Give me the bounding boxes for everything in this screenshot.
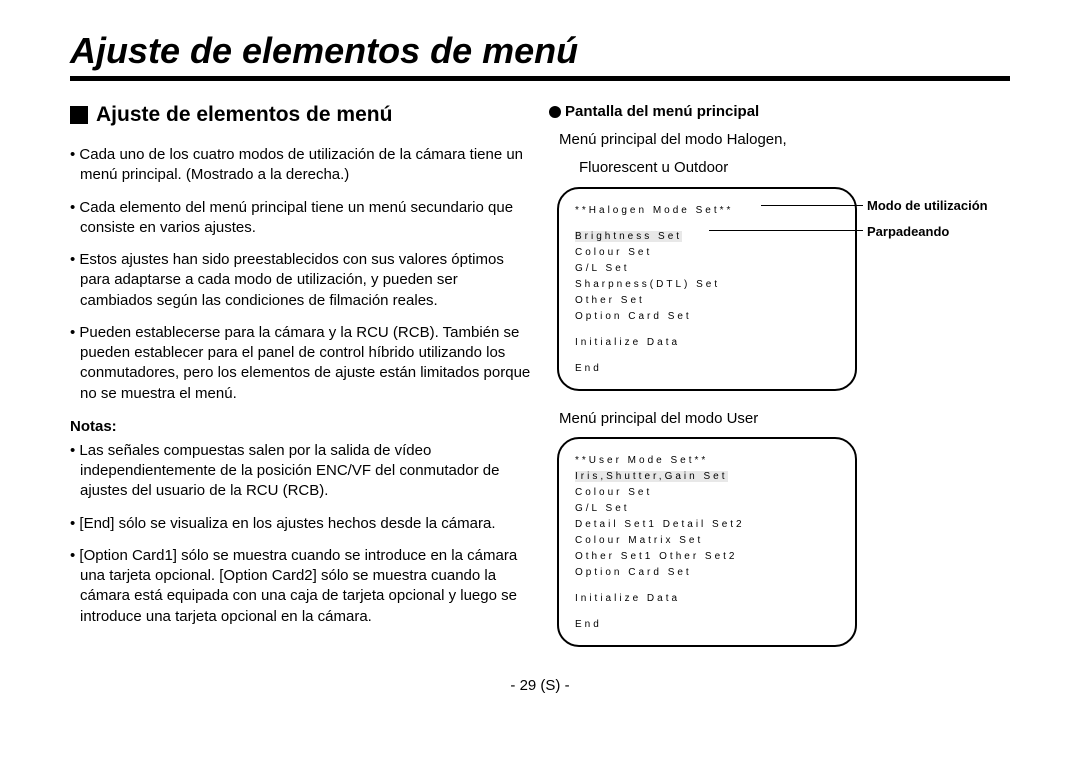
screen-init: Initialize Data <box>575 335 839 351</box>
left-column: Ajuste de elementos de menú • Cada uno d… <box>70 103 531 665</box>
side-label-blink: Parpadeando <box>867 223 988 241</box>
left-heading-text: Ajuste de elementos de menú <box>96 103 392 127</box>
screen-init: Initialize Data <box>575 591 839 607</box>
screen-line: G/L Set <box>575 261 839 277</box>
screen-line: Other Set1 Other Set2 <box>575 549 839 565</box>
right-column: Pantalla del menú principal Menú princip… <box>549 103 1010 665</box>
page-footer: - 29 (S) - <box>70 677 1010 694</box>
screen-highlight: Iris,Shutter,Gain Set <box>575 469 839 485</box>
notes-bullets: • Las señales compuestas salen por la sa… <box>70 441 531 627</box>
right-heading: Pantalla del menú principal <box>549 103 1010 120</box>
screen-line: Option Card Set <box>575 565 839 581</box>
screen-line: Detail Set1 Detail Set2 <box>575 517 839 533</box>
desc1-line1: Menú principal del modo Halogen, <box>559 130 1010 150</box>
desc1-line2: Fluorescent u Outdoor <box>579 158 1010 178</box>
leader-line-icon <box>709 230 863 231</box>
side-labels: Modo de utilización Parpadeando <box>867 197 988 241</box>
screen-highlight: Brightness Set <box>575 229 839 245</box>
bullet-item: • Estos ajustes han sido preestablecidos… <box>70 250 531 311</box>
screen2-wrap: **User Mode Set** Iris,Shutter,Gain Set … <box>557 437 1010 647</box>
screen-line: Sharpness(DTL) Set <box>575 277 839 293</box>
screen1-wrap: Modo de utilización Parpadeando **Haloge… <box>557 187 1010 391</box>
screen-line: Option Card Set <box>575 309 839 325</box>
screen-line: Colour Set <box>575 245 839 261</box>
left-heading: Ajuste de elementos de menú <box>70 103 531 127</box>
screen-halogen: **Halogen Mode Set** Brightness Set Colo… <box>557 187 857 391</box>
side-label-mode: Modo de utilización <box>867 197 988 215</box>
main-bullets: • Cada uno de los cuatro modos de utiliz… <box>70 145 531 404</box>
square-bullet-icon <box>70 106 88 124</box>
leader-line-icon <box>761 205 863 206</box>
note-item: • [Option Card1] sólo se muestra cuando … <box>70 546 531 627</box>
screen-line: Other Set <box>575 293 839 309</box>
dot-bullet-icon <box>549 106 561 118</box>
screen-title: **User Mode Set** <box>575 453 839 469</box>
note-item: • Las señales compuestas salen por la sa… <box>70 441 531 502</box>
screen-line: Colour Matrix Set <box>575 533 839 549</box>
bullet-item: • Cada elemento del menú principal tiene… <box>70 198 531 239</box>
bullet-item: • Pueden establecerse para la cámara y l… <box>70 323 531 404</box>
notes-label: Notas: <box>70 418 531 435</box>
screen-line: G/L Set <box>575 501 839 517</box>
bullet-item: • Cada uno de los cuatro modos de utiliz… <box>70 145 531 186</box>
screen-end: End <box>575 617 839 633</box>
screen-user: **User Mode Set** Iris,Shutter,Gain Set … <box>557 437 857 647</box>
screen-line: Colour Set <box>575 485 839 501</box>
desc2: Menú principal del modo User <box>559 409 1010 429</box>
right-heading-text: Pantalla del menú principal <box>565 103 759 120</box>
page-title: Ajuste de elementos de menú <box>70 30 1010 81</box>
content-columns: Ajuste de elementos de menú • Cada uno d… <box>70 103 1010 665</box>
screen-end: End <box>575 361 839 377</box>
note-item: • [End] sólo se visualiza en los ajustes… <box>70 514 531 534</box>
